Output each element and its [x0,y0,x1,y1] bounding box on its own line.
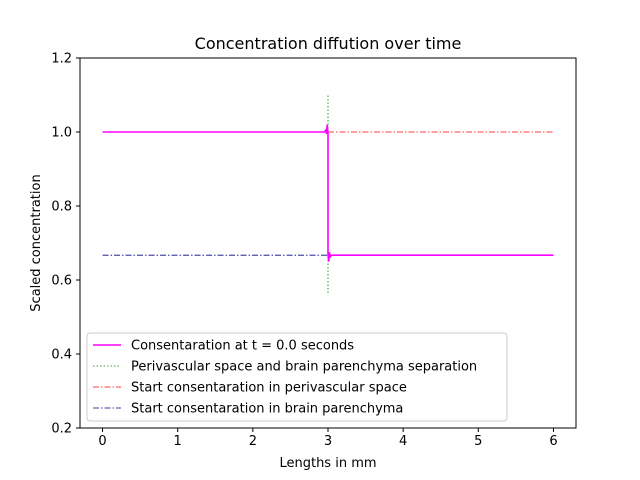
x-axis-label: Lengths in mm [279,456,376,471]
legend-label-2: Perivascular space and brain parenchyma … [131,360,477,375]
y-tick-label: 0.8 [51,200,72,215]
x-tick-label: 3 [324,434,332,449]
legend-box [86,332,508,422]
legend-label-4: Start consentaration in brain parenchyma [131,402,403,417]
y-tick-label: 0.2 [51,422,72,437]
x-tick-label: 4 [399,434,407,449]
x-tick-label: 0 [98,434,106,449]
y-tick-label: 0.6 [51,274,72,289]
x-tick-label: 2 [249,434,257,449]
y-tick-label: 1.2 [51,52,72,67]
plot-area [102,95,554,293]
y-tick-label: 0.4 [51,348,72,363]
axis-ticks: 0 1 2 3 4 5 6 0.2 0.4 0.6 0.8 1.0 1.2 [51,52,557,450]
legend: Consentaration at t = 0.0 seconds Perivas… [86,332,508,422]
x-tick-label: 6 [549,434,557,449]
chart-title: Concentration diffution over time [195,34,462,53]
series-line-1 [102,124,554,262]
legend-label-3: Start consentaration in perivascular spa… [131,381,407,396]
y-tick-label: 1.0 [51,126,72,141]
y-axis-label: Scaled concentration [29,174,44,311]
legend-label-1: Consentaration at t = 0.0 seconds [131,339,354,354]
x-tick-label: 1 [174,434,182,449]
x-tick-label: 5 [474,434,482,449]
